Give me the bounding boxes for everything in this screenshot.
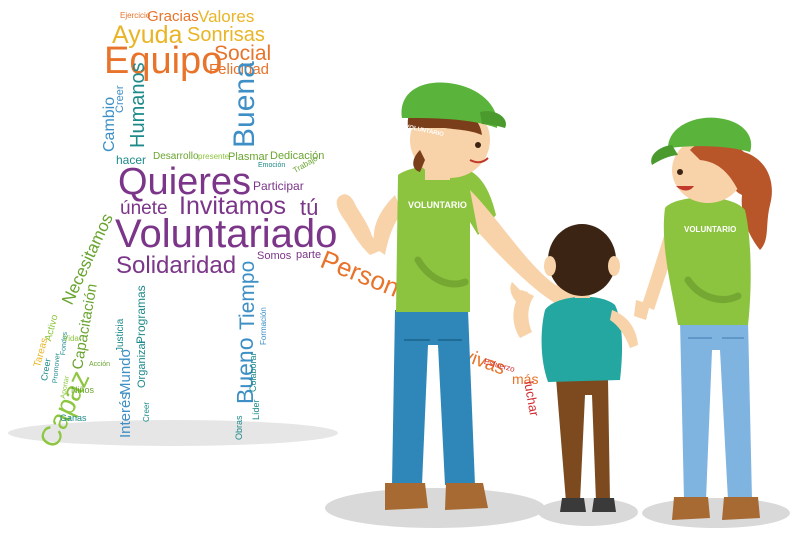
word: más [512,371,539,387]
word: Sonrisas [187,24,265,46]
man-volunteer: VOLUNTARIO VOLUNTARIO [336,82,591,510]
word: Equipo [104,40,223,82]
word: Plasmar [228,151,269,163]
word: Participar [253,179,304,193]
man-shirt-text: VOLUNTARIO [408,200,467,210]
word: Social [214,42,272,65]
word: Dedicación [270,150,325,162]
word: Niños [71,385,95,395]
word: Gracias [147,8,199,25]
word: presente [198,152,230,161]
word: Valores [198,7,255,26]
word: Invitamos [179,192,286,220]
word: Voluntariado [115,212,338,256]
woman-volunteer: VOLUNTARIO [634,117,772,520]
word: Desarrollo [153,151,199,162]
ground-shadow-woman [642,498,790,528]
word: Ejercicio [120,11,151,20]
woman-shirt-text: VOLUNTARIO [684,225,736,234]
word: Somos [257,250,292,262]
word: Ayuda [112,21,183,49]
ground-shadow-left [8,420,338,446]
word: hacer [116,153,147,167]
word: Vida [63,334,79,343]
word: únete [120,198,168,219]
word: Quieres [118,161,252,203]
word: Ganas [60,413,87,423]
word: Felicidad [209,61,270,78]
ground-shadow-man [325,488,545,528]
ground-shadow-boy [538,498,638,526]
word: parte [296,249,322,261]
word: Emoción [258,162,286,169]
word: tú [300,195,319,220]
boy [510,224,638,512]
word: Acción [89,361,111,368]
word: Solidaridad [116,252,237,279]
